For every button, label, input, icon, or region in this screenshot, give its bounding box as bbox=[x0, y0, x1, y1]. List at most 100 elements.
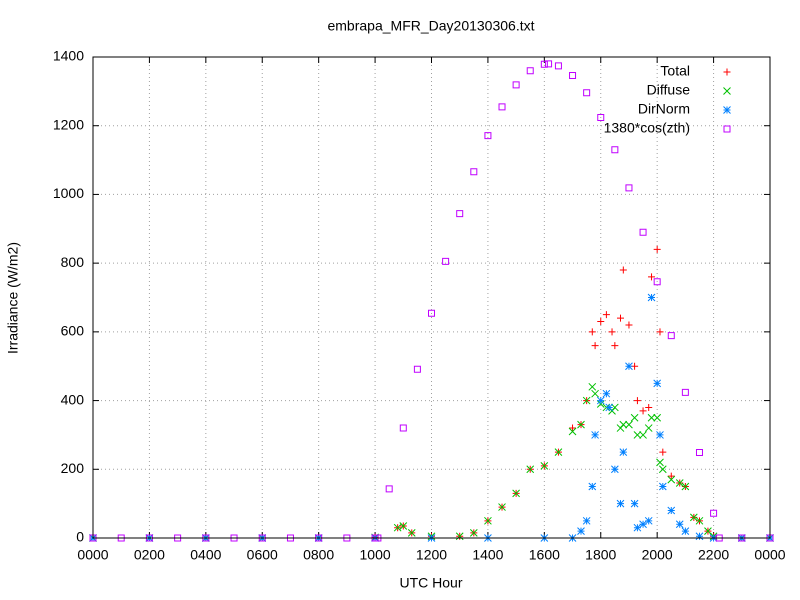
data-point bbox=[602, 311, 610, 319]
legend-label: DirNorm bbox=[638, 101, 690, 117]
data-point bbox=[667, 472, 675, 480]
x-tick-label: 1400 bbox=[472, 547, 503, 563]
legend-marker bbox=[723, 68, 731, 76]
data-point bbox=[625, 362, 633, 371]
legend-label: 1380*cos(zth) bbox=[604, 120, 690, 136]
data-point bbox=[596, 396, 605, 405]
legend-marker bbox=[723, 87, 731, 95]
data-point bbox=[591, 431, 599, 439]
data-point bbox=[648, 273, 656, 281]
data-point bbox=[667, 475, 676, 484]
data-point bbox=[647, 413, 656, 422]
data-point bbox=[639, 407, 647, 415]
data-point bbox=[611, 146, 619, 154]
data-point bbox=[399, 522, 408, 530]
data-point bbox=[658, 465, 667, 474]
data-point bbox=[145, 534, 153, 542]
data-point bbox=[582, 396, 591, 405]
data-point bbox=[258, 534, 266, 542]
data-point bbox=[602, 389, 611, 398]
data-point bbox=[630, 413, 639, 422]
data-point bbox=[428, 309, 435, 317]
data-point bbox=[202, 534, 210, 542]
data-point bbox=[343, 534, 351, 542]
data-point bbox=[512, 81, 520, 89]
data-point bbox=[588, 382, 597, 391]
x-axis-label: UTC Hour bbox=[399, 575, 462, 591]
data-point bbox=[469, 528, 478, 537]
y-tick-label: 0 bbox=[76, 529, 84, 545]
data-point bbox=[568, 427, 577, 436]
data-point bbox=[407, 528, 416, 537]
data-point bbox=[647, 293, 656, 302]
data-point bbox=[385, 485, 393, 493]
y-tick-label: 400 bbox=[61, 391, 85, 407]
y-tick-label: 200 bbox=[61, 460, 85, 476]
data-point bbox=[399, 424, 407, 432]
data-point bbox=[569, 424, 577, 432]
data-point bbox=[619, 420, 628, 429]
data-point bbox=[630, 499, 639, 508]
data-point bbox=[608, 328, 616, 336]
data-point bbox=[658, 482, 667, 491]
legend-marker bbox=[723, 106, 731, 114]
data-point bbox=[644, 516, 653, 525]
data-point bbox=[597, 113, 605, 121]
data-point bbox=[554, 62, 562, 70]
data-point bbox=[695, 448, 703, 456]
x-tick-label: 0800 bbox=[303, 547, 334, 563]
data-point bbox=[413, 365, 421, 373]
data-point bbox=[569, 72, 577, 80]
data-point bbox=[591, 389, 599, 398]
y-tick-label: 1400 bbox=[53, 48, 84, 64]
data-point bbox=[605, 403, 614, 412]
data-point bbox=[582, 516, 591, 525]
data-point bbox=[374, 534, 382, 542]
data-point bbox=[766, 534, 774, 542]
data-point bbox=[681, 388, 689, 396]
data-point bbox=[653, 413, 662, 422]
data-point bbox=[639, 431, 647, 439]
data-point bbox=[315, 534, 323, 542]
x-tick-label: 0600 bbox=[247, 547, 278, 563]
data-point bbox=[667, 506, 676, 515]
data-point bbox=[695, 516, 704, 525]
data-point bbox=[689, 513, 698, 522]
data-point bbox=[645, 403, 653, 411]
data-point bbox=[667, 332, 675, 340]
data-point bbox=[583, 89, 591, 97]
data-point bbox=[633, 431, 642, 439]
data-point bbox=[484, 516, 492, 525]
data-point bbox=[174, 534, 182, 542]
data-point bbox=[470, 168, 478, 176]
x-tick-label: 1200 bbox=[416, 547, 447, 563]
data-point bbox=[675, 520, 684, 529]
x-tick-label: 2000 bbox=[642, 547, 673, 563]
data-point bbox=[545, 60, 553, 68]
data-point bbox=[681, 527, 690, 535]
data-point bbox=[588, 482, 597, 491]
data-point bbox=[526, 465, 535, 474]
x-tick-label: 0000 bbox=[754, 547, 785, 563]
data-point bbox=[619, 266, 627, 274]
data-point bbox=[616, 499, 625, 508]
data-point bbox=[611, 465, 619, 474]
y-tick-label: 1000 bbox=[53, 185, 84, 201]
data-point bbox=[681, 482, 690, 491]
data-point bbox=[117, 534, 125, 542]
data-point bbox=[484, 132, 492, 140]
data-point bbox=[554, 448, 563, 456]
data-point bbox=[715, 534, 723, 542]
data-point bbox=[577, 527, 585, 535]
x-tick-label: 0400 bbox=[190, 547, 221, 563]
data-point bbox=[619, 448, 628, 456]
legend-label: Total bbox=[660, 63, 690, 79]
data-point bbox=[540, 461, 549, 470]
data-point bbox=[644, 424, 653, 432]
legend-marker bbox=[723, 125, 731, 133]
data-point bbox=[653, 379, 662, 388]
data-point bbox=[738, 534, 746, 542]
